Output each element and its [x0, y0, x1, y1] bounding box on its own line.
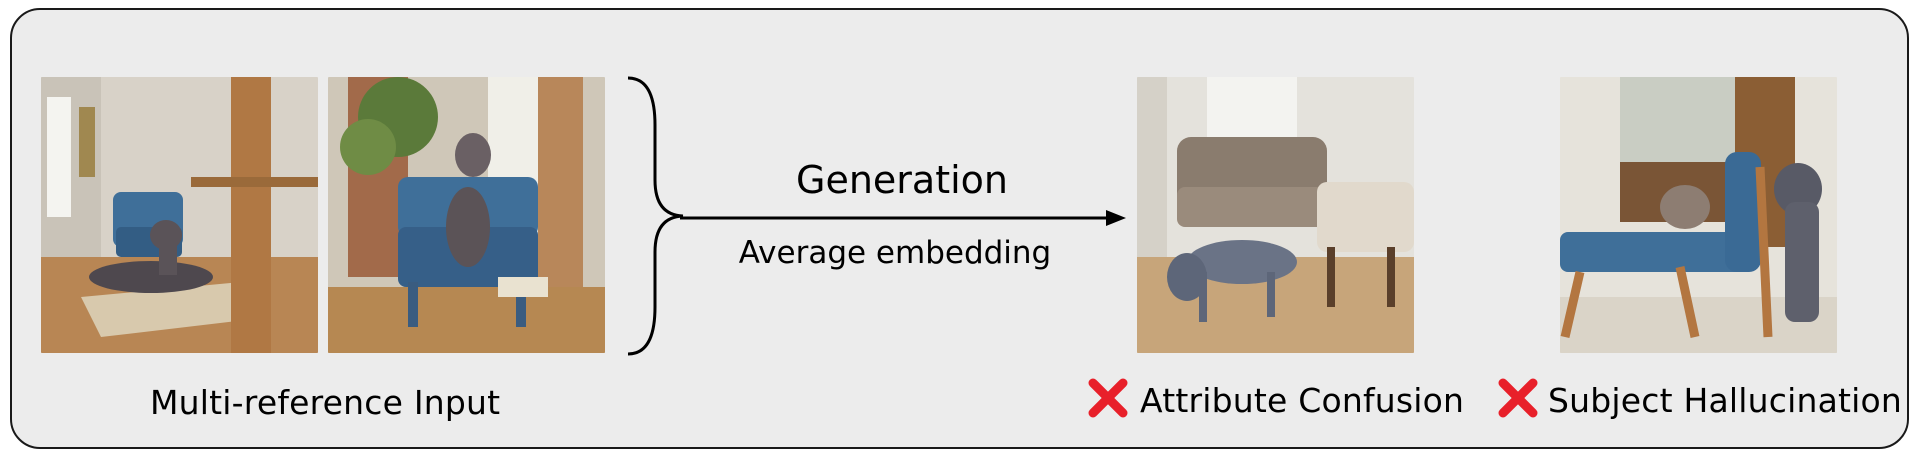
attribute-confusion-label: Attribute Confusion	[1140, 381, 1465, 420]
curly-brace	[627, 76, 684, 356]
red-x-icon	[1498, 378, 1538, 418]
input-caption: Multi-reference Input	[150, 383, 501, 422]
red-x-icon	[1088, 378, 1128, 418]
arrow-label-top: Generation	[796, 158, 1008, 202]
reference-image-2	[328, 77, 605, 353]
output-image-attribute-confusion	[1137, 77, 1414, 353]
generation-arrow	[680, 210, 1126, 226]
reference-image-1	[41, 77, 318, 353]
arrow-label-bottom: Average embedding	[738, 235, 1052, 271]
subject-hallucination-label: Subject Hallucination	[1548, 381, 1903, 420]
output-image-subject-hallucination	[1560, 77, 1837, 353]
